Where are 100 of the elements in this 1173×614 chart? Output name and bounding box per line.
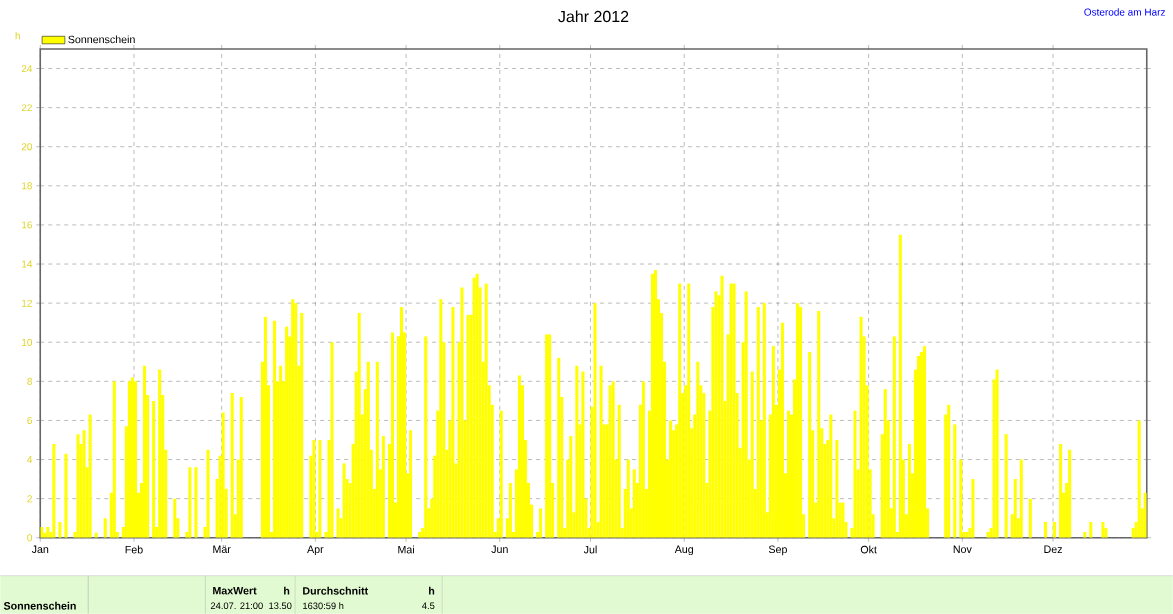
y-tick-label: 16	[22, 221, 32, 229]
bar	[390, 332, 394, 538]
bar	[127, 381, 131, 538]
bar	[786, 410, 791, 538]
x-tick-label: Jul	[583, 545, 597, 554]
chart-title: Jahr 2012	[558, 10, 629, 23]
bar	[799, 307, 803, 538]
bar	[539, 508, 543, 538]
bar	[1101, 522, 1105, 538]
bar	[729, 283, 733, 538]
bar	[771, 346, 775, 538]
x-tick-label: Jan	[31, 545, 49, 554]
bar	[239, 396, 243, 538]
bar	[808, 352, 812, 538]
bar	[409, 430, 413, 538]
bar	[472, 277, 476, 538]
bar	[46, 527, 50, 538]
y-tick-label: 24	[21, 65, 33, 73]
bar	[158, 369, 162, 538]
x-tick-label: Mai	[398, 545, 414, 554]
y-tick-label: 10	[22, 338, 33, 346]
bar	[626, 459, 630, 538]
text: 4.5	[422, 602, 435, 609]
bar	[312, 440, 316, 538]
bar	[959, 459, 963, 538]
bar	[569, 436, 573, 538]
y-tick-label: 2	[27, 495, 32, 503]
bar	[611, 381, 615, 538]
bar	[916, 355, 921, 538]
bar	[841, 502, 845, 538]
bar	[424, 336, 428, 538]
y-tick-label: 20	[21, 143, 33, 151]
bar	[575, 365, 579, 538]
bar	[318, 440, 322, 538]
text: MaxWert	[213, 587, 257, 595]
legend-label: Sonnenschein	[68, 35, 135, 44]
y-tick-label: 14	[22, 260, 33, 268]
bar	[632, 469, 636, 538]
y-tick-label: 0	[27, 534, 33, 542]
bar	[206, 449, 210, 538]
x-tick-label: Mär	[213, 545, 231, 554]
x-tick-label: Dez	[1044, 545, 1062, 554]
bar	[756, 307, 760, 538]
bar	[714, 291, 718, 538]
text: h	[284, 586, 290, 595]
bar	[508, 483, 512, 538]
bar	[853, 410, 857, 538]
x-tick-label: Jun	[491, 545, 508, 554]
y-tick-label: 4	[27, 456, 33, 463]
x-tick-label: Feb	[125, 545, 143, 554]
bar	[1043, 522, 1047, 538]
bar	[687, 283, 691, 538]
bar	[375, 361, 379, 538]
bar	[947, 404, 951, 538]
bar	[678, 283, 682, 538]
bar	[82, 430, 86, 538]
bar	[720, 275, 724, 538]
bar	[599, 365, 603, 538]
bar	[1089, 522, 1093, 538]
text: Durchschnitt	[303, 586, 369, 595]
bar	[923, 346, 927, 538]
y-tick-label: 12	[22, 299, 32, 307]
bar	[330, 342, 334, 538]
bar	[650, 273, 654, 538]
bar	[517, 375, 521, 538]
bar	[263, 316, 267, 538]
text: Osterode am Harz	[1084, 8, 1165, 16]
bar	[641, 381, 645, 538]
bar	[291, 299, 295, 538]
text: h	[429, 586, 435, 595]
bar	[750, 371, 754, 538]
bar	[439, 299, 443, 538]
bar	[133, 381, 137, 538]
bar	[593, 303, 597, 538]
bar	[475, 273, 479, 538]
text: 1630:59 h	[303, 602, 344, 610]
bar	[357, 312, 361, 538]
bar	[88, 414, 92, 538]
bar	[829, 414, 833, 538]
bar	[52, 443, 56, 538]
bar	[859, 316, 863, 538]
y-tick-label: 18	[22, 182, 32, 190]
bar	[143, 365, 147, 538]
bar	[366, 361, 370, 538]
x-tick-label: Okt	[860, 545, 877, 554]
bar	[273, 320, 277, 538]
bar	[300, 312, 304, 538]
bar	[381, 436, 385, 538]
bar	[835, 440, 839, 538]
text: Sonnenschein	[3, 601, 76, 610]
bar	[617, 404, 621, 538]
bar	[545, 334, 549, 538]
bar	[460, 287, 464, 538]
bar	[696, 361, 700, 538]
bar	[883, 389, 887, 538]
bar	[173, 498, 177, 538]
y-tick-label: 22	[21, 104, 32, 112]
bar	[971, 479, 975, 538]
text: 24.07. 21:00	[210, 602, 263, 610]
bar	[221, 412, 225, 538]
